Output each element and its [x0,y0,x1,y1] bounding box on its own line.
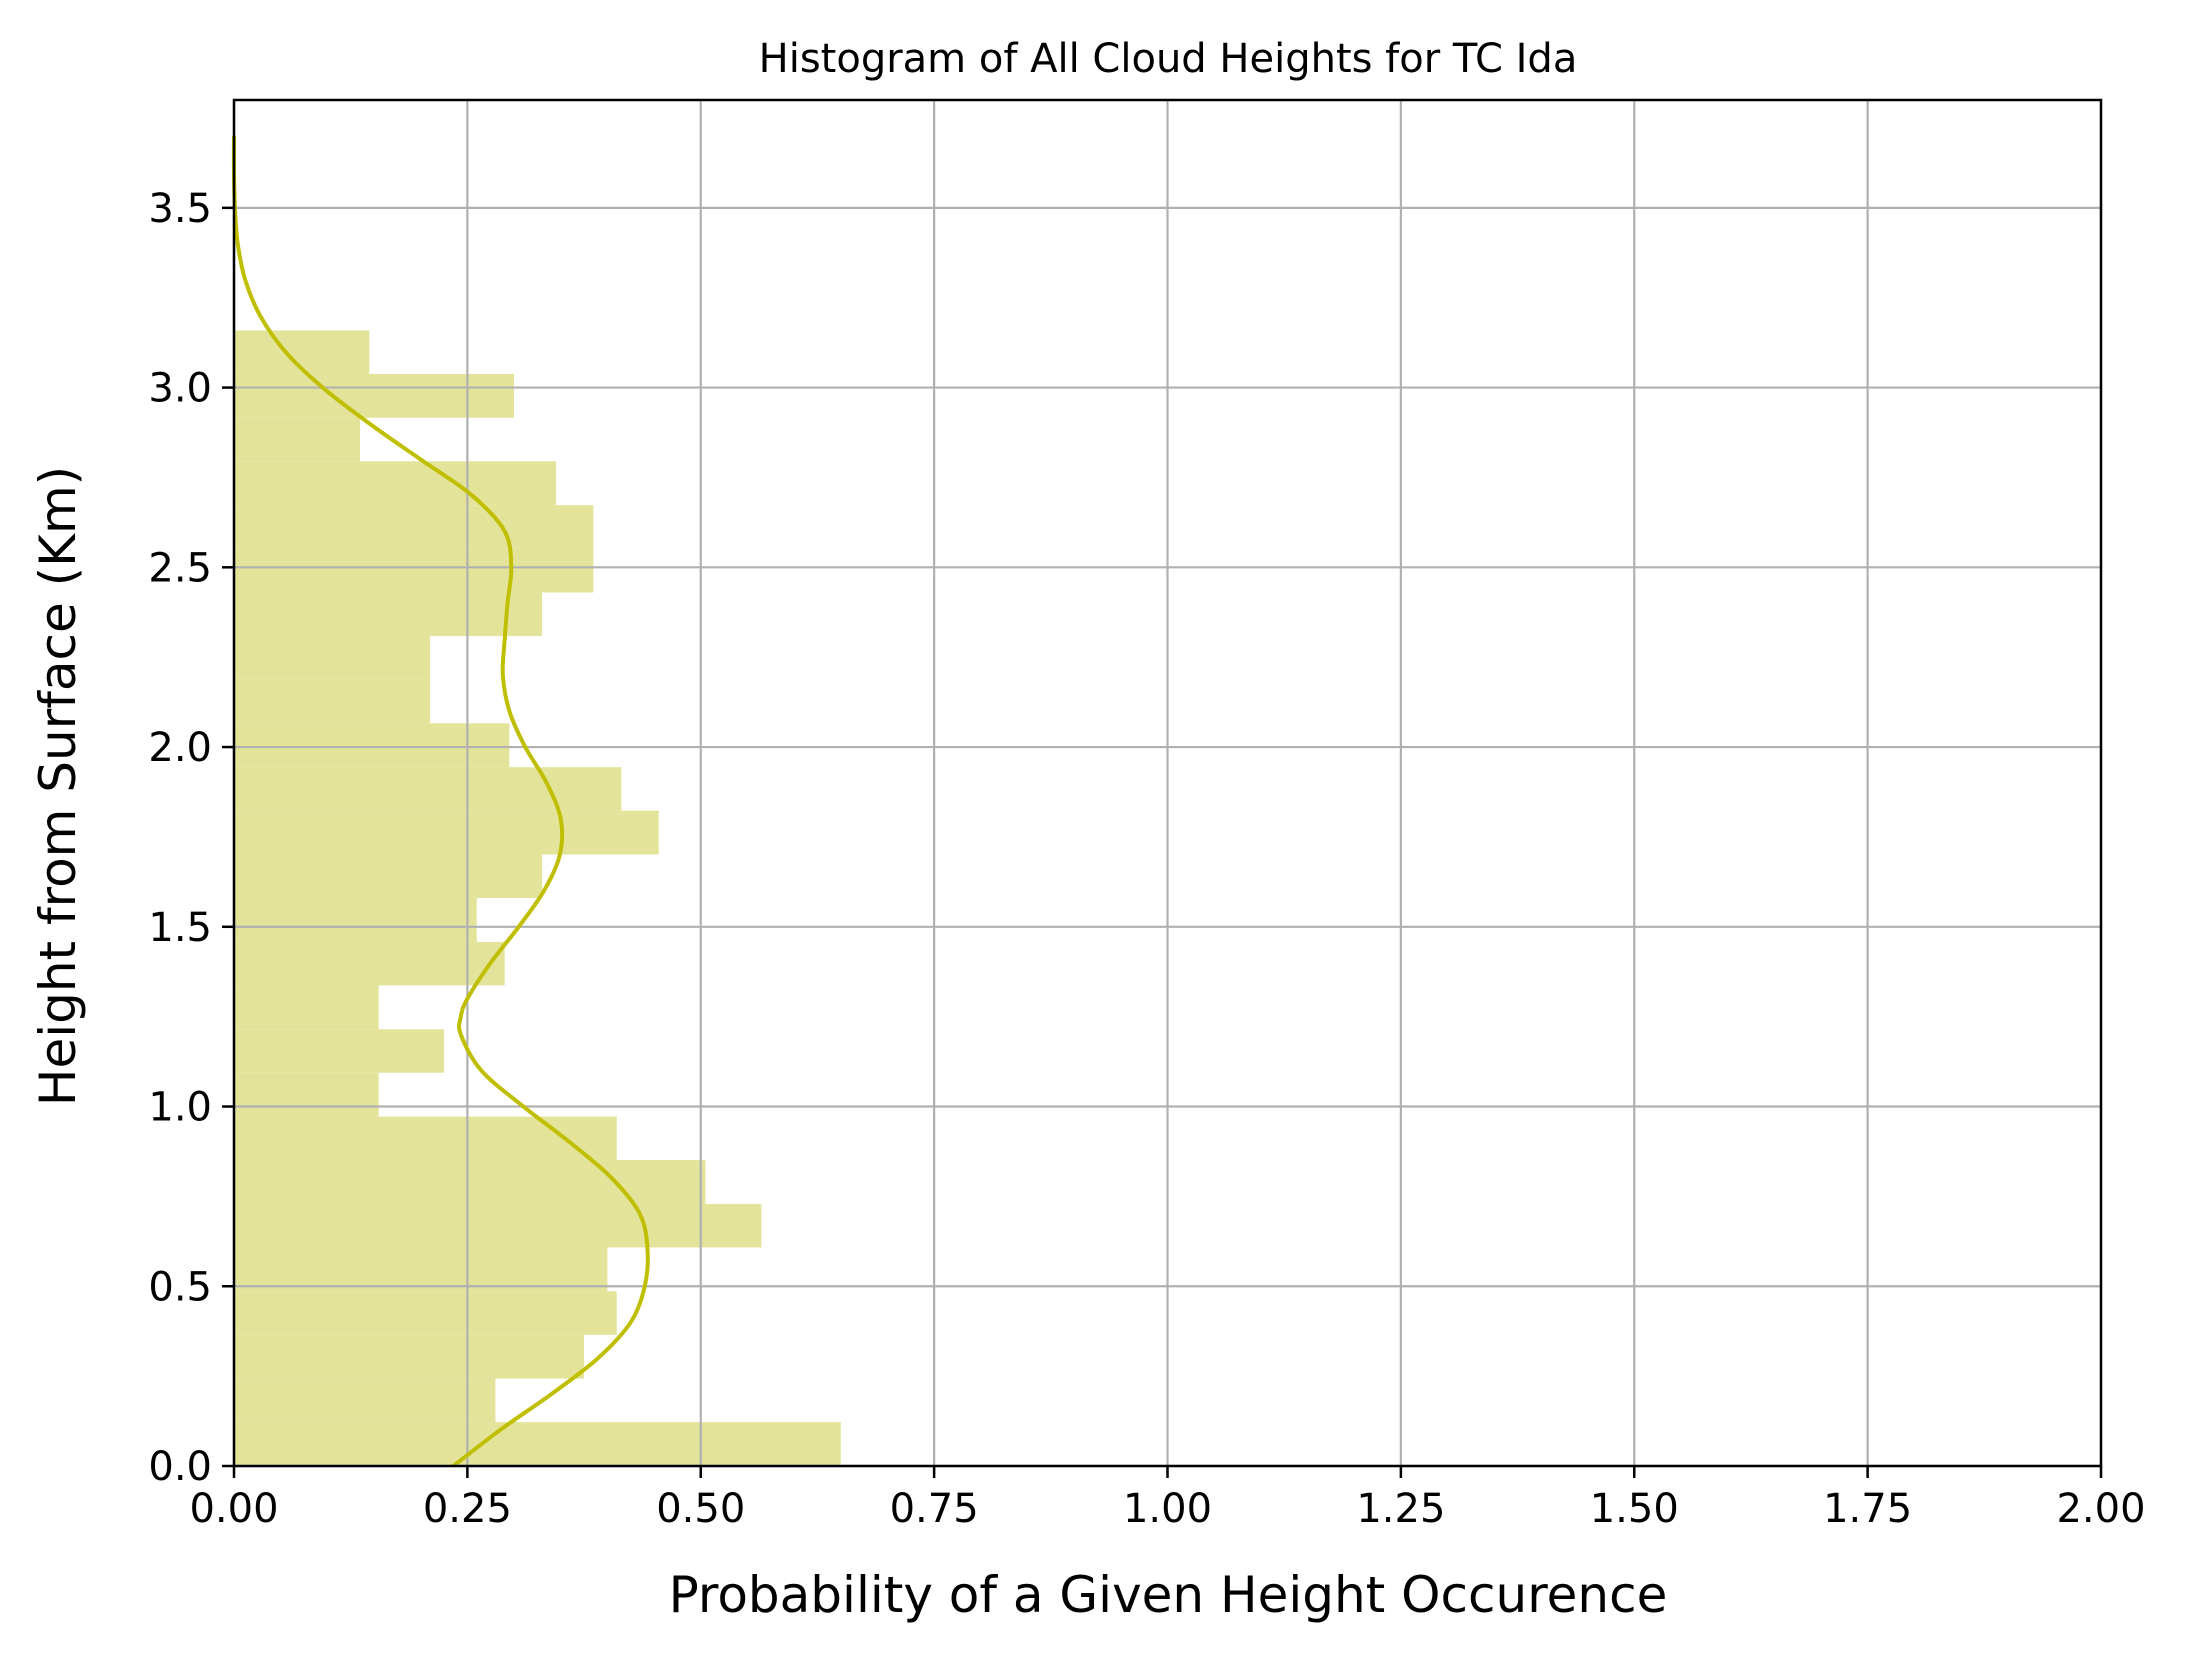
y-tick-label-7: 3.5 [148,186,212,232]
x-tick-label-1: 0.25 [423,1486,512,1532]
histogram-bar-17 [234,679,431,724]
histogram-bar-22 [234,461,557,506]
histogram-bar-7 [234,1116,617,1161]
histogram-bar-1 [234,1378,496,1423]
histogram-bar-14 [234,810,659,855]
axis-ticks: 0.00 0.25 0.50 0.75 1.00 1.25 1.50 1.75 2.00 0.0 0… [148,186,2145,1532]
y-tick-label-3: 1.5 [148,905,212,951]
x-tick-label-7: 1.75 [1823,1486,1912,1532]
histogram-bar-8 [234,1072,379,1117]
x-tick-label-0: 0.00 [189,1486,278,1532]
x-tick-label-4: 1.00 [1123,1486,1212,1532]
y-axis-label: Height from Surface (Km) [29,466,87,1106]
kde-curve-layer [231,135,650,1468]
histogram-bar-11 [234,941,505,986]
kde-curve [231,135,650,1468]
histogram-bar-2 [234,1334,585,1379]
y-tick-label-4: 2.0 [148,725,212,771]
x-tick-label-3: 0.75 [890,1486,979,1532]
x-tick-label-8: 2.00 [2056,1486,2145,1532]
x-tick-label-5: 1.25 [1356,1486,1445,1532]
histogram-bar-12 [234,898,477,942]
y-tick-label-0: 0.0 [148,1444,212,1490]
histogram-bars [234,330,841,1466]
histogram-bar-4 [234,1247,608,1292]
chart-title: Histogram of All Cloud Heights for TC Id… [759,36,1578,82]
y-tick-label-1: 0.5 [148,1264,212,1310]
y-tick-label-5: 2.5 [148,545,212,591]
grid-lines [232,100,2103,1468]
histogram-bar-10 [234,985,379,1030]
histogram-bar-16 [234,723,510,768]
histogram-bar-24 [234,373,515,418]
histogram-bar-5 [234,1203,762,1248]
x-tick-label-2: 0.50 [656,1486,745,1532]
y-tick-label-2: 1.0 [148,1085,212,1131]
x-tick-label-6: 1.50 [1590,1486,1679,1532]
histogram-bar-20 [234,548,594,593]
histogram-bar-23 [234,417,361,462]
histogram-bar-6 [234,1160,706,1204]
histogram-bar-18 [234,635,431,680]
x-axis-label: Probability of a Given Height Occurence [669,1566,1668,1624]
histogram-bar-19 [234,592,543,636]
histogram-bar-3 [234,1291,617,1335]
histogram-bar-13 [234,854,543,899]
histogram-bar-21 [234,505,594,549]
histogram-bar-15 [234,767,622,811]
y-tick-label-6: 3.0 [148,366,212,412]
histogram-bar-0 [234,1422,841,1466]
histogram-bar-9 [234,1029,445,1073]
